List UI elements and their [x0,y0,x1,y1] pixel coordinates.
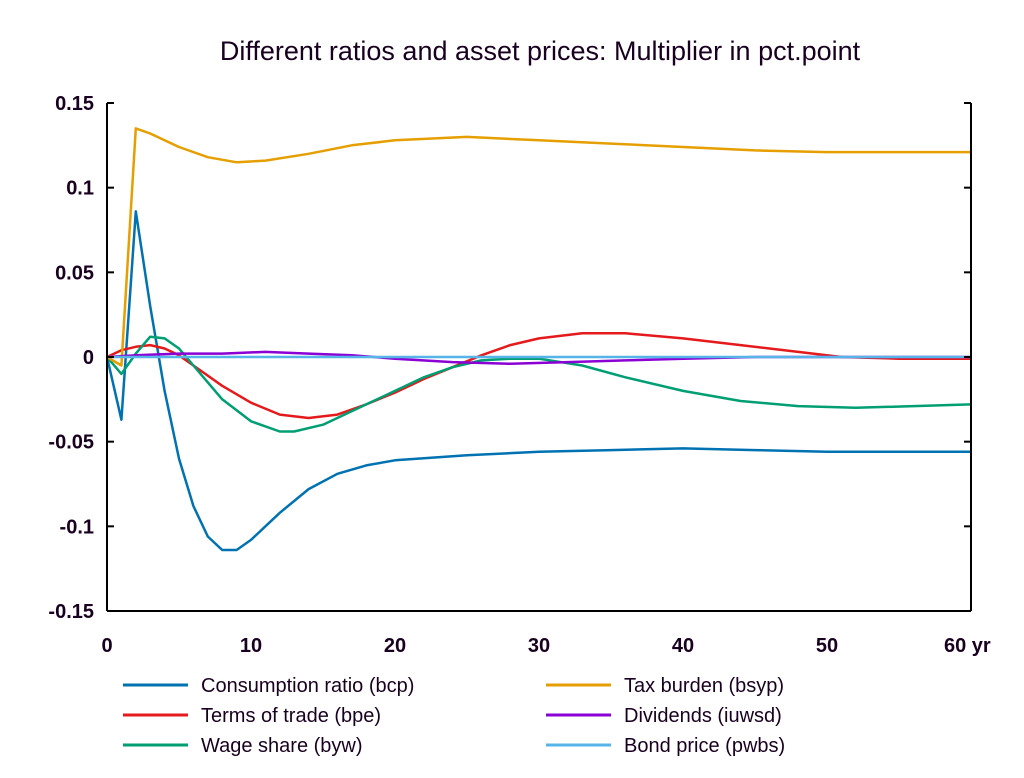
legend-item-bond-price: Bond price (pwbs) [546,735,785,757]
legend-label: Tax burden (bsyp) [624,675,784,697]
legend-label: Wage share (byw) [201,735,363,757]
plot-lines [105,127,972,552]
series-line-tax-burden [106,127,971,367]
x-tick-label: 0 [101,635,112,657]
y-tick-label: -0.1 [60,516,94,538]
x-tick-label: 10 [240,635,262,657]
y-tick-label: -0.05 [48,432,94,454]
legend-label: Dividends (iuwsd) [624,705,782,727]
chart-title: Different ratios and asset prices: Multi… [220,36,861,66]
x-tick-label: 20 [384,635,406,657]
legend-label: Terms of trade (bpe) [201,705,381,727]
y-tick-label: 0.05 [55,262,94,284]
legend: Consumption ratio (bcp) Terms of trade (b… [123,675,785,757]
y-axis-ticks: 0.15 0.1 0.05 0 -0.05 -0.1 -0.15 [48,93,971,623]
x-tick-label: 30 [528,635,550,657]
legend-label: Bond price (pwbs) [624,735,785,757]
series-line-wage-share [106,335,972,433]
y-tick-label: -0.15 [48,601,94,623]
x-tick-label: 40 [672,635,694,657]
y-tick-label: 0.1 [66,178,94,200]
legend-label: Consumption ratio (bcp) [201,675,414,697]
x-axis-ticks: 0 10 20 30 40 50 60 yr [101,635,990,657]
series-line-consumption-ratio [105,210,971,552]
legend-item-dividends: Dividends (iuwsd) [546,705,782,727]
legend-item-tax-burden: Tax burden (bsyp) [546,675,784,697]
y-tick-label: 0.15 [55,93,94,115]
x-tick-label: 60 yr [944,635,991,657]
legend-item-consumption-ratio: Consumption ratio (bcp) [123,675,414,697]
y-tick-label: 0 [83,347,94,369]
legend-item-wage-share: Wage share (byw) [123,735,363,757]
series-line-terms-of-trade [106,332,971,420]
x-tick-label: 50 [816,635,838,657]
legend-item-terms-of-trade: Terms of trade (bpe) [123,705,381,727]
